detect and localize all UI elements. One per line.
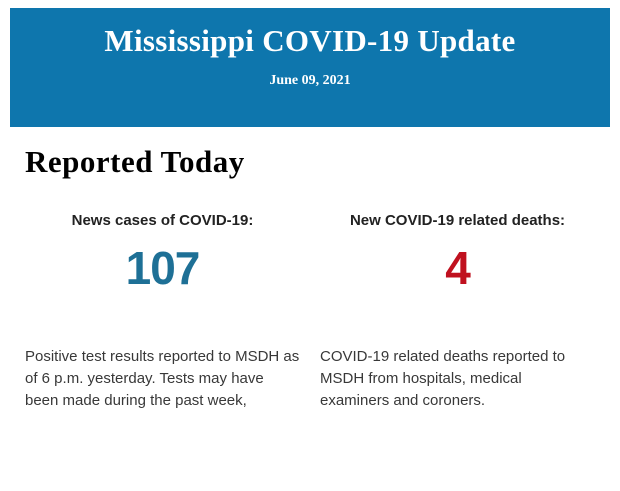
main-content: Reported Today News cases of COVID-19: 1… [0,144,620,412]
banner-title: Mississippi COVID-19 Update [104,23,516,58]
new-deaths-description: COVID-19 related deaths reported to MSDH… [320,348,566,409]
header-banner: Mississippi COVID-19 Update June 09, 202… [10,8,610,127]
page: Mississippi COVID-19 Update June 09, 202… [0,8,620,412]
section-heading: Reported Today [25,144,245,179]
stats-row: News cases of COVID-19: 107 Positive tes… [25,212,595,412]
new-deaths-label: New COVID-19 related deaths: [349,212,566,229]
banner-date: June 09, 2021 [269,73,351,88]
new-cases-description: Positive test results reported to MSDH a… [25,348,300,409]
new-cases-value: 107 [125,242,201,294]
new-deaths-value: 4 [445,242,471,294]
new-cases-label: News cases of COVID-19: [71,212,254,229]
stat-new-cases: News cases of COVID-19: 107 Positive tes… [25,212,300,412]
stat-new-deaths: New COVID-19 related deaths: 4 COVID-19 … [320,212,595,412]
